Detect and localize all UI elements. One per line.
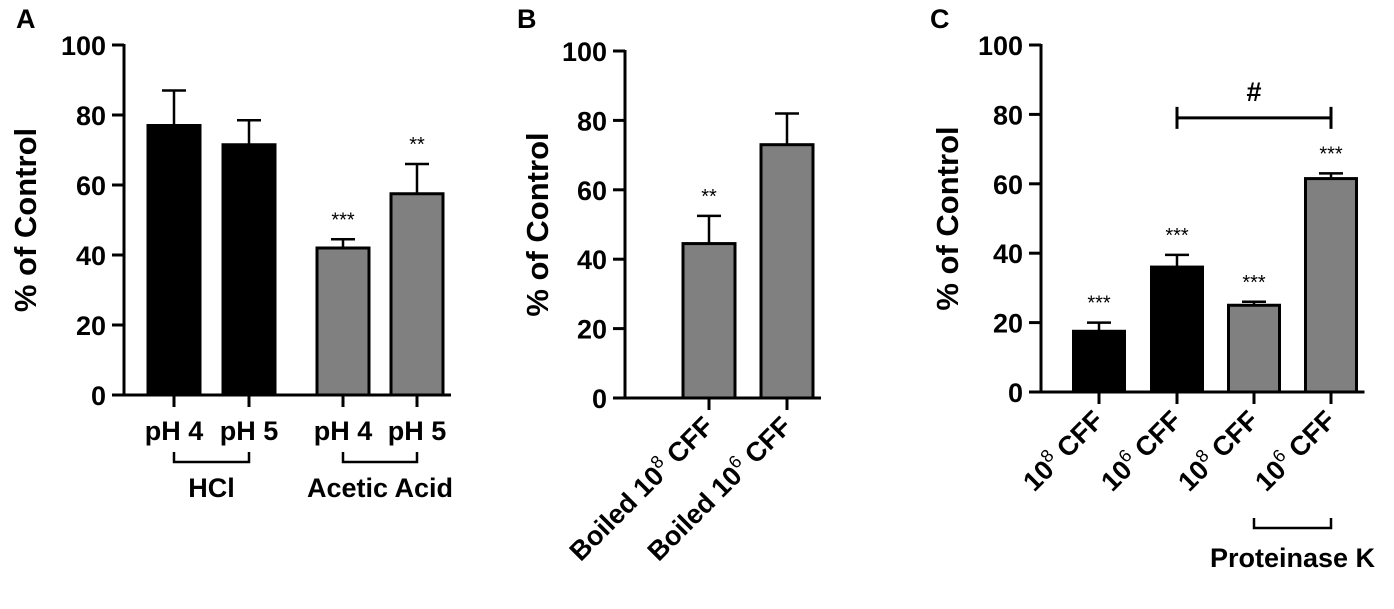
y-tick-label: 0: [1008, 378, 1023, 408]
bar: [389, 192, 445, 397]
bar: [1150, 265, 1204, 394]
y-tick-label: 100: [562, 37, 607, 67]
y-tick-label: 20: [76, 311, 106, 341]
y-tick-label: 40: [993, 239, 1023, 269]
y-axis-title: % of Control: [8, 128, 43, 312]
bar: [315, 246, 371, 397]
panel-label: B: [517, 4, 537, 34]
x-tick-label: Boiled 108 CFF: [562, 409, 720, 567]
y-tick-label: 80: [76, 101, 106, 131]
panel-label: A: [16, 4, 36, 34]
bar: [1072, 329, 1126, 394]
x-tick-label: 108 CFF: [1170, 403, 1264, 497]
panel-label: C: [930, 4, 950, 34]
panel-b: B % of Control 0 20 40 60 80 100 ** Boiled 108 CF…: [517, 4, 821, 567]
x-tick-label: 106 CFF: [1247, 403, 1341, 497]
y-tick-label: 40: [76, 241, 106, 271]
panel-c: C % of Control 0 20 40 60 80 100 *** 108 CFF *** 10…: [930, 4, 1376, 573]
y-tick-label: 80: [993, 100, 1023, 130]
y-tick-label: 20: [577, 315, 607, 345]
bar: [146, 124, 202, 397]
y-tick-label: 20: [993, 309, 1023, 339]
bar: [1227, 303, 1281, 394]
y-tick-label: 80: [577, 106, 607, 136]
y-tick-label: 60: [577, 176, 607, 206]
y-tick-label: 0: [91, 381, 106, 411]
x-tick-label: pH 4: [145, 416, 204, 446]
significance-marker: ***: [1165, 225, 1189, 247]
significance-marker: ***: [331, 209, 355, 231]
significance-marker: ***: [1242, 272, 1266, 294]
y-tick-label: 60: [993, 170, 1023, 200]
comparison-label: #: [1246, 77, 1261, 107]
x-tick-label: 106 CFF: [1093, 403, 1187, 497]
group-bracket: [341, 452, 419, 464]
panel-a: A % of Control 0 20 40 60 80 100 pH 4 pH 5 *** pH 4…: [8, 4, 453, 503]
group-label: Proteinase K: [1210, 543, 1376, 573]
significance-marker: **: [701, 186, 717, 208]
y-tick-label: 100: [61, 31, 106, 61]
y-tick-label: 100: [978, 31, 1023, 61]
y-axis-title: % of Control: [930, 126, 965, 310]
y-tick-label: 0: [592, 384, 607, 414]
y-tick-label: 40: [577, 245, 607, 275]
group-label: Acetic Acid: [307, 473, 453, 503]
x-tick-label: 108 CFF: [1015, 403, 1109, 497]
x-tick-label: pH 5: [220, 416, 279, 446]
x-tick-label: pH 4: [314, 416, 373, 446]
significance-marker: **: [409, 134, 425, 156]
group-label: HCl: [188, 473, 235, 503]
bar: [221, 143, 277, 397]
group-bracket: [1252, 518, 1333, 530]
x-tick-label: pH 5: [388, 416, 447, 446]
bar: [1304, 177, 1358, 394]
y-axis-title: % of Control: [520, 132, 555, 316]
significance-marker: ***: [1319, 143, 1343, 165]
group-bracket: [172, 452, 251, 464]
bar: [759, 143, 815, 400]
y-tick-label: 60: [76, 171, 106, 201]
bar: [681, 242, 737, 400]
significance-marker: ***: [1087, 293, 1111, 315]
